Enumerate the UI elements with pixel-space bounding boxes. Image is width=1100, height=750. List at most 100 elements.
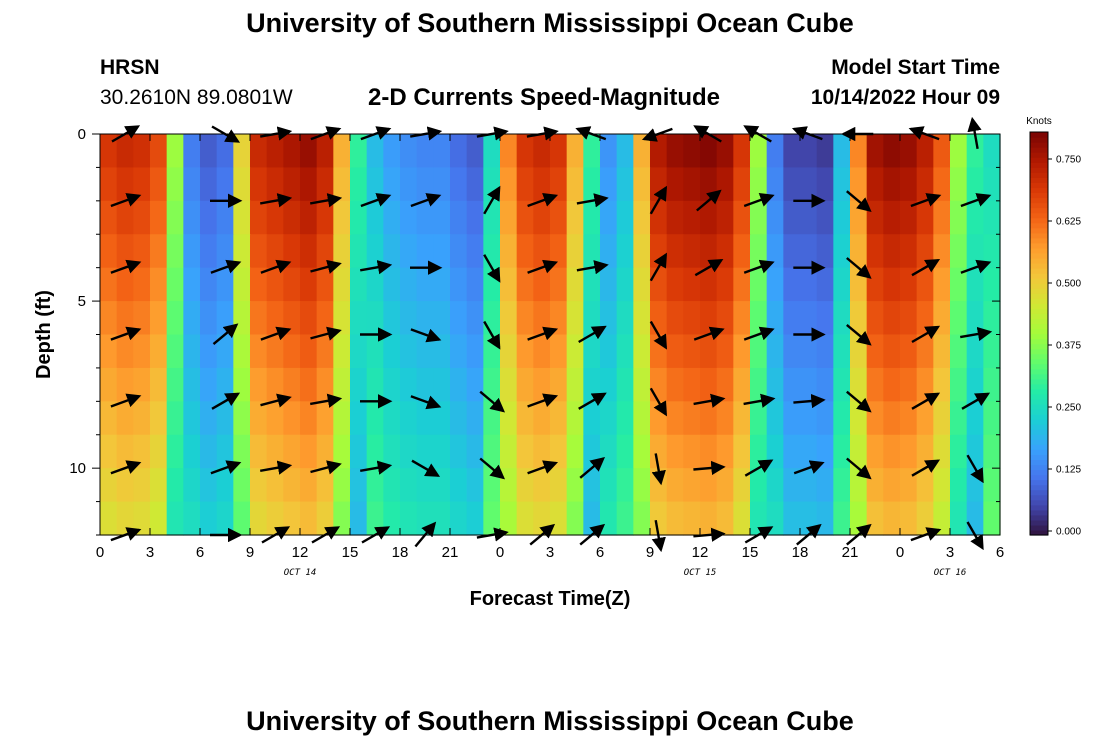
heatmap-cell	[183, 468, 201, 503]
heatmap-cell	[966, 468, 984, 503]
heatmap-cell	[216, 200, 234, 235]
heatmap-cell	[316, 267, 334, 302]
heatmap-cell	[250, 468, 268, 503]
heatmap-cell	[733, 468, 751, 503]
heatmap-cell	[900, 501, 918, 536]
heatmap-cell	[666, 501, 684, 536]
heatmap-cell	[633, 334, 651, 369]
heatmap-cell	[200, 468, 218, 503]
heatmap-cell	[666, 334, 684, 369]
heatmap-cell	[516, 301, 534, 336]
heatmap-cell	[333, 434, 351, 469]
heatmap-cell	[966, 334, 984, 369]
heatmap-cell	[950, 134, 968, 169]
heatmap-cell	[266, 468, 284, 503]
heatmap-cell	[233, 434, 251, 469]
heatmap-cell	[383, 367, 401, 402]
heatmap-cell	[683, 434, 701, 469]
heatmap-cell	[466, 468, 484, 503]
heatmap-cell	[116, 167, 134, 202]
heatmap-cell	[933, 501, 951, 536]
heatmap-cell	[150, 367, 168, 402]
heatmap-cell	[250, 301, 268, 336]
colorbar-segment	[1030, 278, 1048, 284]
heatmap-cell	[900, 134, 918, 169]
heatmap-cell	[150, 334, 168, 369]
heatmap-cell	[300, 234, 318, 269]
heatmap-cell	[616, 200, 634, 235]
heatmap-cell	[216, 434, 234, 469]
heatmap-cell	[316, 301, 334, 336]
heatmap-cell	[800, 267, 818, 302]
heatmap-cell	[733, 334, 751, 369]
heatmap-cell	[966, 200, 984, 235]
heatmap-cell	[266, 167, 284, 202]
heatmap-cell	[300, 301, 318, 336]
current-vector	[309, 193, 343, 208]
current-vector	[527, 460, 559, 475]
heatmap-cell	[900, 167, 918, 202]
heatmap-cell	[883, 267, 901, 302]
heatmap-cell	[583, 401, 601, 436]
heatmap-cell	[650, 367, 668, 402]
x-axis: 0 3 6 9 12 15 18 21 0 3 6 9 12 15 18 21 0 3 6 OCT 14 OCT 15 O…	[96, 134, 1004, 578]
current-vector	[260, 393, 292, 408]
heatmap-cell	[700, 200, 718, 235]
heatmap-cell	[700, 434, 718, 469]
heatmap-cell	[766, 267, 784, 302]
colorbar-segment	[1030, 197, 1048, 204]
heatmap-cell	[933, 301, 951, 336]
heatmap-cell	[150, 234, 168, 269]
heatmap-cell	[900, 334, 918, 369]
heatmap-cell	[616, 501, 634, 536]
heatmap-cell	[700, 401, 718, 436]
colorbar-segment	[1030, 398, 1048, 405]
heatmap-cell	[666, 434, 684, 469]
colorbar-segment	[1030, 524, 1048, 531]
heatmap-cell	[433, 234, 451, 269]
heatmap-cell	[566, 234, 584, 269]
heatmap-cell	[550, 267, 568, 302]
heatmap-cell	[100, 501, 118, 536]
heatmap-cell	[383, 267, 401, 302]
heatmap-cell	[233, 200, 251, 235]
heatmap-cell	[100, 267, 118, 302]
heatmap-cell	[300, 468, 318, 503]
heatmap-cell	[950, 301, 968, 336]
heatmap-cell	[216, 234, 234, 269]
heatmap-cell	[833, 134, 851, 169]
heatmap-cell	[133, 167, 151, 202]
heatmap-cell	[133, 468, 151, 503]
heatmap-cell	[600, 200, 618, 235]
heatmap-cell	[766, 434, 784, 469]
heatmap-cell	[166, 501, 184, 536]
heatmap-cell	[183, 334, 201, 369]
colorbar-segment	[1030, 257, 1048, 264]
current-vector	[310, 259, 342, 274]
heatmap-cell	[800, 234, 818, 269]
colorbar-tick-label: 0.125	[1056, 465, 1081, 476]
heatmap-cell	[950, 501, 968, 536]
heatmap-cell	[733, 267, 751, 302]
colorbar-segment	[1030, 162, 1048, 168]
heatmap-cell	[750, 401, 768, 436]
heatmap-cell	[283, 367, 301, 402]
colorbar-segment	[1030, 393, 1048, 400]
heatmap-cell	[716, 468, 734, 503]
heatmap-cell	[750, 200, 768, 235]
heatmap-cell	[633, 167, 651, 202]
heatmap-cell	[633, 501, 651, 536]
heatmap-cell	[816, 401, 834, 436]
current-vector	[743, 193, 775, 208]
heatmap-cell	[783, 501, 801, 536]
heatmap-cell	[133, 401, 151, 436]
colorbar-segment	[1030, 308, 1048, 314]
heatmap-cell	[750, 334, 768, 369]
heatmap-cell	[333, 267, 351, 302]
current-vector	[911, 259, 941, 277]
heatmap-cell	[166, 234, 184, 269]
heatmap-cell	[833, 434, 851, 469]
heatmap-cell	[100, 301, 118, 336]
heatmap-cell	[900, 267, 918, 302]
heatmap-cell	[783, 301, 801, 336]
